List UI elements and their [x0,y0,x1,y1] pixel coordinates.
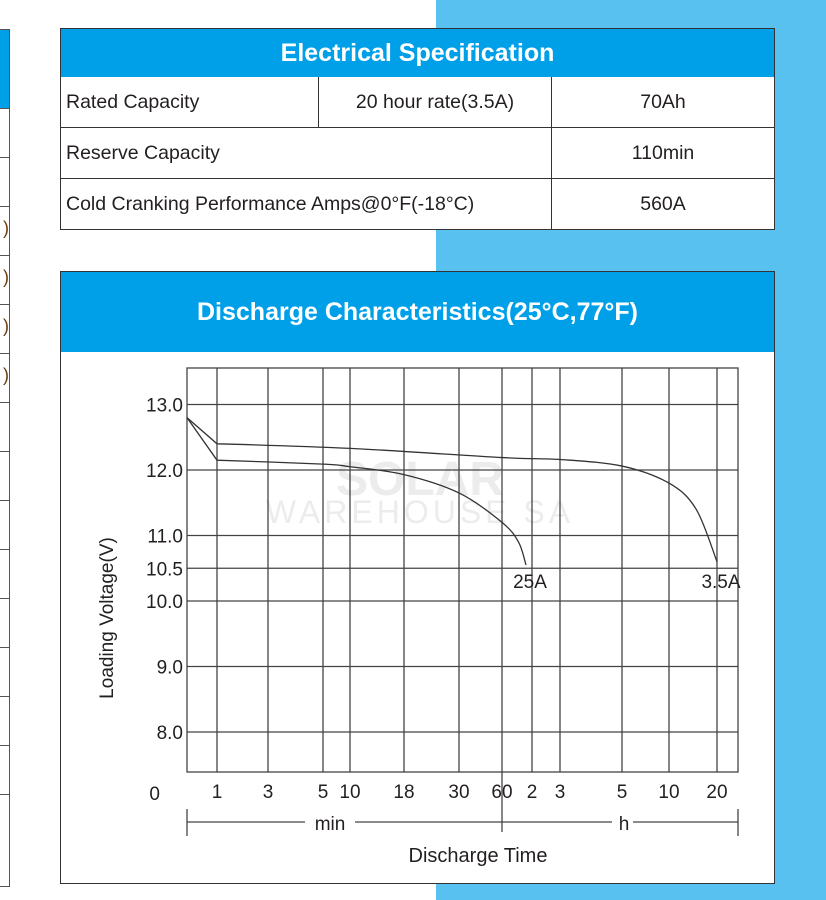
rated-capacity-condition: 20 hour rate(3.5A) [318,77,552,128]
x-tick-label: 10 [658,782,679,803]
y-tick-label: 13.0 [146,396,183,417]
series-line-25A [186,417,527,566]
table-row: Reserve Capacity 110min [61,127,774,179]
y-tick-label: 12.0 [146,461,183,482]
electrical-spec-table: Electrical Specification Rated Capacity … [60,28,775,230]
partial-table-header [0,30,9,108]
watermark-warehouse: WAREHOUSE SA [266,494,574,530]
x-tick-label: 18 [393,782,414,803]
x-tick-label: 10 [339,782,360,803]
y-tick-label: 11.0 [147,527,183,548]
partial-left-table: ) ) ) ) [0,29,10,887]
y-axis-label: Loading Voltage(V) [97,537,118,699]
series-label: 25A [513,572,547,593]
x-tick-label: 20 [706,782,727,803]
watermark-solar: SOLAR [336,453,504,506]
plot-frame [186,367,739,773]
electrical-spec-title: Electrical Specification [61,29,774,77]
reserve-capacity-label: Reserve Capacity [61,127,552,179]
x-tick-label: 3 [555,782,566,803]
y-tick-label: 8.0 [157,723,183,744]
y-tick-label: 10.5 [146,559,183,580]
x-tick-label: 30 [448,782,469,803]
discharge-chart-panel: Discharge Characteristics(25°C,77°F) [60,271,775,884]
x-tick-label: 2 [527,782,538,803]
x-tick-label: 5 [617,782,628,803]
y-origin-label: 0 [149,784,160,805]
x-tick-label: 3 [263,782,274,803]
hour-unit-label: h [619,814,630,835]
series-line-3-5A [186,417,718,562]
chart-title: Discharge Characteristics(25°C,77°F) [61,272,774,352]
table-row: Rated Capacity 20 hour rate(3.5A) 70Ah [61,77,774,128]
series-label: 3.5A [701,572,740,593]
y-tick-label: 10.0 [146,592,183,613]
y-tick-label: 9.0 [157,658,183,679]
cca-label: Cold Cranking Performance Amps@0°F(-18°C… [61,178,552,229]
cca-value: 560A [551,178,774,229]
table-row: Cold Cranking Performance Amps@0°F(-18°C… [61,178,774,229]
reserve-capacity-value: 110min [551,127,774,179]
x-axis-label: Discharge Time [409,845,548,867]
x-tick-label: 1 [212,782,223,803]
min-unit-label: min [315,814,346,835]
x-tick-label: 5 [318,782,329,803]
